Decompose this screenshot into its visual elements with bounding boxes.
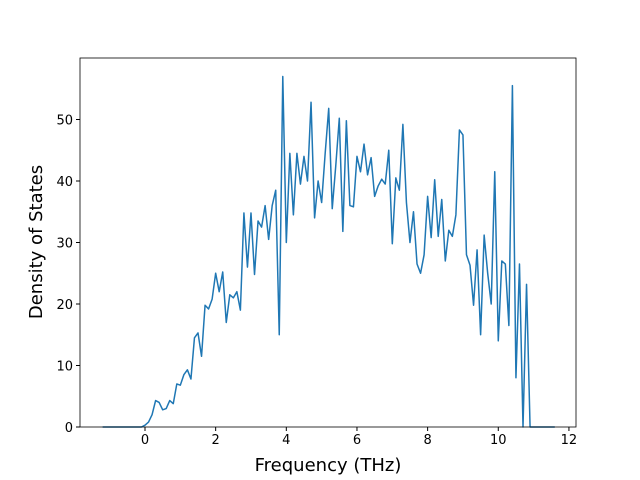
y-tick-label: 0 — [65, 421, 73, 436]
plot-frame — [79, 57, 577, 428]
x-tick-label: 0 — [141, 433, 149, 448]
x-tick-label: 2 — [212, 433, 220, 448]
y-tick-label: 40 — [56, 175, 73, 190]
y-axis-label: Density of States — [26, 165, 47, 319]
x-tick-label: 6 — [353, 433, 361, 448]
y-tick-label: 10 — [56, 360, 73, 375]
y-tick-label: 30 — [56, 237, 73, 252]
y-tick-label: 20 — [56, 298, 73, 313]
x-tick-label: 8 — [423, 433, 431, 448]
x-tick-label: 4 — [282, 433, 290, 448]
x-tick-label: 10 — [490, 433, 507, 448]
data-line — [102, 75, 555, 428]
x-tick-label: 12 — [561, 433, 578, 448]
x-axis-label: Frequency (THz) — [255, 455, 402, 476]
y-tick-label: 50 — [56, 114, 73, 129]
